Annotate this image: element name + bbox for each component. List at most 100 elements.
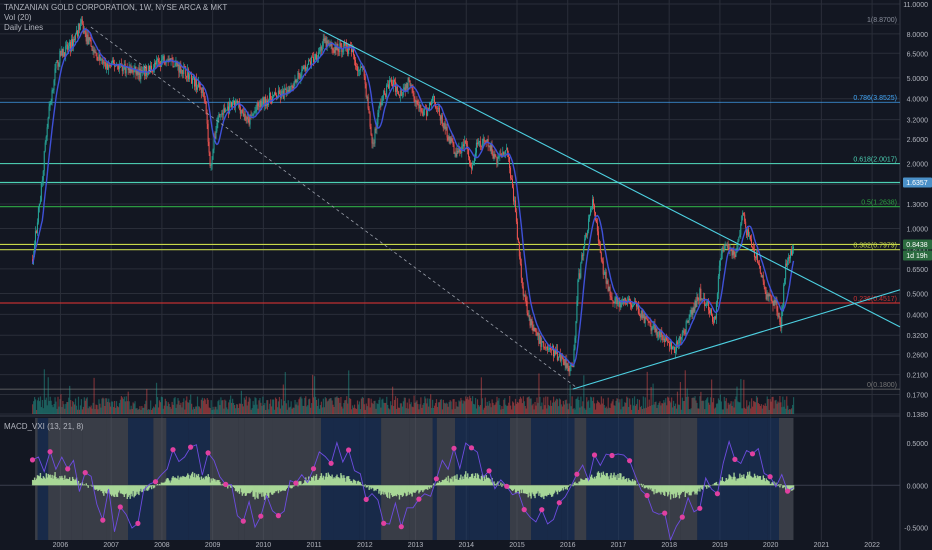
volume-bar xyxy=(566,403,568,414)
candle xyxy=(527,312,529,316)
volume-bar xyxy=(187,402,189,414)
volume-bar xyxy=(653,404,655,414)
volume-indicator-label[interactable]: Vol (20) xyxy=(4,13,32,22)
macd-histogram-bar xyxy=(436,482,439,486)
volume-bar xyxy=(33,401,35,414)
macd-histogram-bar xyxy=(93,485,95,489)
macd-histogram-bar xyxy=(370,485,372,490)
candle xyxy=(632,305,634,308)
volume-bar xyxy=(324,397,326,414)
macd-histogram-bar xyxy=(457,479,459,486)
volume-bar xyxy=(661,403,663,414)
candle xyxy=(272,94,274,97)
macd-histogram-bar xyxy=(551,485,554,497)
volume-bar xyxy=(596,400,599,414)
candle xyxy=(632,304,634,306)
candle xyxy=(643,314,645,323)
candle xyxy=(432,96,434,97)
macd-histogram-bar xyxy=(273,485,276,493)
candle xyxy=(143,67,145,71)
candle xyxy=(134,66,136,71)
time-tick-label: 2018 xyxy=(661,542,677,549)
candle xyxy=(290,86,292,87)
candle xyxy=(716,293,718,303)
macd-histogram-bar xyxy=(711,484,714,486)
volume-bar xyxy=(264,403,266,414)
candle xyxy=(476,142,478,145)
candle xyxy=(39,200,41,204)
macd-histogram-bar xyxy=(575,483,577,486)
macd-histogram-bar xyxy=(714,482,717,486)
volume-bar xyxy=(133,403,135,414)
candle xyxy=(604,271,606,275)
macd-histogram-bar xyxy=(337,477,339,486)
volume-bar xyxy=(291,408,293,414)
macd-histogram-bar xyxy=(340,473,342,486)
macd-histogram-bar xyxy=(219,481,221,486)
candle xyxy=(233,100,235,108)
symbol-title[interactable]: TANZANIAN GOLD CORPORATION, 1W, NYSE ARC… xyxy=(4,3,228,12)
time-tick-label: 2016 xyxy=(560,542,576,549)
macd-histogram-bar xyxy=(645,485,647,488)
volume-bar xyxy=(537,402,539,414)
macd-histogram-bar xyxy=(717,484,720,486)
macd-histogram-bar xyxy=(263,485,265,497)
macd-histogram-bar xyxy=(45,473,47,486)
macd-histogram-bar xyxy=(514,485,517,493)
volume-bar xyxy=(232,398,234,414)
volume-bar xyxy=(786,396,788,414)
macd-signal-dot xyxy=(398,524,404,530)
volume-bar xyxy=(672,400,675,414)
macd-indicator-label[interactable]: MACD_VXI (13, 21, 8) xyxy=(4,422,84,431)
volume-bar xyxy=(421,407,423,414)
macd-histogram-bar xyxy=(197,473,200,486)
time-tick-label: 2019 xyxy=(712,542,728,549)
volume-bar xyxy=(527,396,529,414)
macd-histogram-bar xyxy=(211,480,213,486)
macd-histogram-bar xyxy=(146,485,148,491)
volume-bar xyxy=(657,404,659,414)
volume-bar xyxy=(228,402,230,414)
price-axis[interactable]: 11.00008.00006.50005.00004.00003.20002.6… xyxy=(903,2,928,532)
volume-bar xyxy=(345,399,347,414)
volume-bar xyxy=(646,371,648,414)
candle xyxy=(184,66,186,67)
volume-bar xyxy=(574,409,576,414)
fib-level-label: 0.236(0.4517) xyxy=(853,296,897,303)
candle xyxy=(71,39,73,52)
volume-bar xyxy=(137,409,139,414)
macd-histogram-bar xyxy=(55,477,57,486)
volume-bar xyxy=(105,398,107,414)
daily-lines-label[interactable]: Daily Lines xyxy=(4,23,44,32)
macd-histogram-bar xyxy=(548,485,550,495)
candle xyxy=(77,23,79,37)
candle xyxy=(257,103,259,106)
macd-histogram-bar xyxy=(330,476,332,486)
macd-histogram-bar xyxy=(764,481,766,486)
candle xyxy=(146,66,148,75)
volume-bar xyxy=(676,391,679,414)
candle xyxy=(327,40,329,44)
time-axis[interactable]: 2006 2007 2008 2009 2010 2011 2012 2013 2014 2015… xyxy=(53,542,880,549)
candle xyxy=(545,347,547,349)
candle xyxy=(106,63,108,69)
macd-histogram-bar xyxy=(484,479,486,486)
macd-histogram-bar xyxy=(200,476,203,486)
macd-histogram-bar xyxy=(437,482,440,486)
candle xyxy=(191,72,193,84)
candle xyxy=(491,144,493,155)
macd-histogram-bar xyxy=(456,474,458,486)
volume-bar xyxy=(790,409,792,414)
macd-histogram-bar xyxy=(631,479,634,486)
candle xyxy=(138,68,140,76)
macd-histogram-bar xyxy=(129,485,131,499)
macd-histogram-bar xyxy=(276,485,279,491)
candle xyxy=(752,247,754,250)
candle xyxy=(174,63,176,67)
candle xyxy=(441,115,443,126)
volume-bar xyxy=(578,399,580,414)
candle xyxy=(769,294,771,297)
volume-bar xyxy=(354,408,357,414)
